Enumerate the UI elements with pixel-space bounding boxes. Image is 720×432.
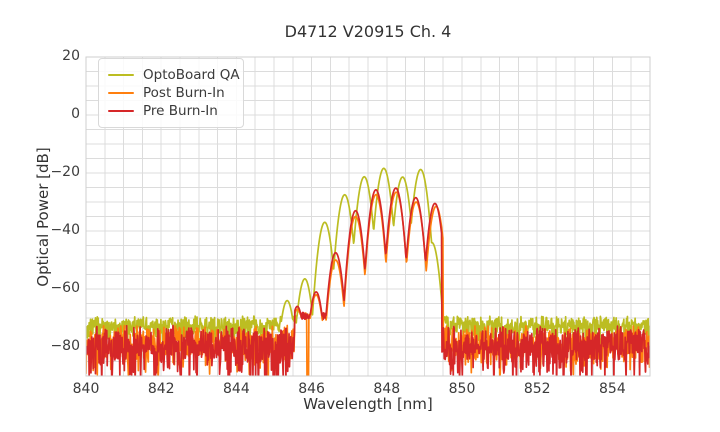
x-tick-840: 840: [72, 381, 100, 397]
legend-item-pre-burn-in: Pre Burn-In: [108, 102, 234, 120]
y-tick-20: 20: [62, 48, 80, 64]
y-tick--80: −80: [50, 338, 80, 354]
legend-item-optoboard-qa: OptoBoard QA: [108, 66, 240, 84]
y-tick--40: −40: [50, 222, 80, 238]
y-tick-0: 0: [71, 106, 80, 122]
y-tick--60: −60: [50, 280, 80, 296]
plot-border: [85, 56, 651, 377]
x-tick-848: 848: [373, 381, 401, 397]
y-tick--20: −20: [50, 164, 80, 180]
legend-item-post-burn-in: Post Burn-In: [108, 84, 234, 102]
legend: OptoBoard QA Post Burn-In Pre Burn-In: [98, 58, 244, 128]
x-tick-852: 852: [523, 381, 551, 397]
x-tick-846: 846: [298, 381, 325, 397]
series-curve-3: [86, 187, 650, 376]
legend-line-swatch: [108, 91, 134, 95]
x-axis-label: Wavelength [nm]: [303, 395, 433, 413]
x-tick-844: 844: [223, 381, 250, 397]
legend-line-swatch: [108, 73, 134, 77]
legend-label: Pre Burn-In: [143, 103, 218, 119]
legend-label: Post Burn-In: [143, 85, 225, 101]
x-tick-842: 842: [147, 381, 175, 397]
x-tick-854: 854: [599, 381, 626, 397]
x-tick-850: 850: [448, 381, 476, 397]
legend-line-swatch: [108, 109, 134, 113]
legend-label: OptoBoard QA: [143, 67, 240, 83]
chart-title: D4712 V20915 Ch. 4: [284, 22, 452, 41]
